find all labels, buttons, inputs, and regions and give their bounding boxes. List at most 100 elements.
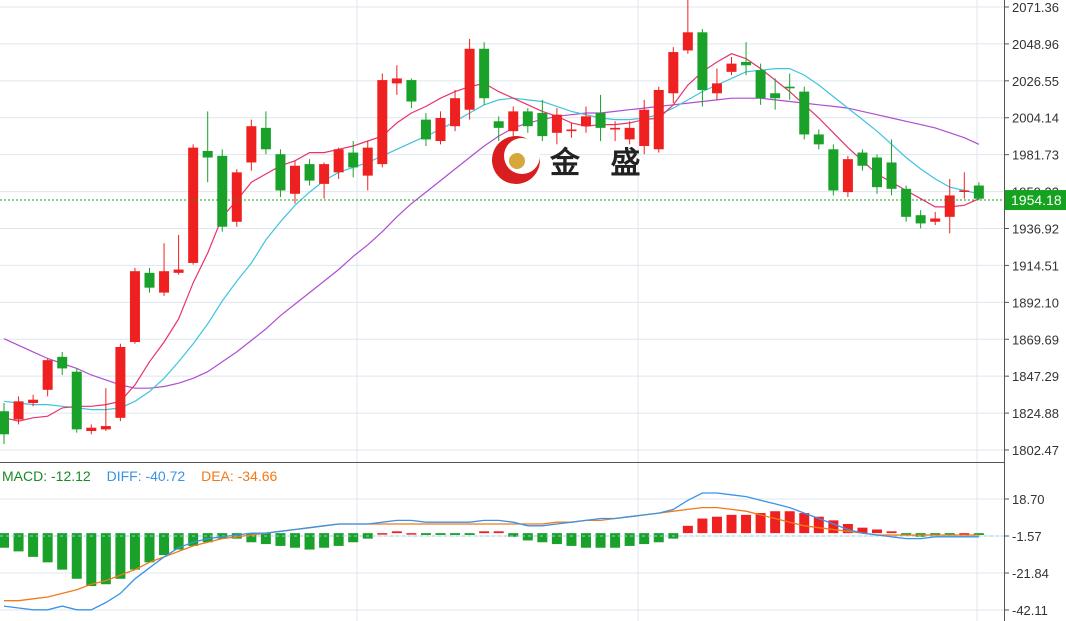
macd-bar [377,533,388,535]
candle-body [508,111,519,132]
macd-bar [682,525,693,534]
candle-body [581,116,591,127]
macd-bar [319,533,330,548]
macd-tick-label: -1.57 [1012,529,1042,544]
macd-bar [930,533,941,535]
price-tick-label: 2071.36 [1012,0,1059,15]
price-tick-label: 1892.10 [1012,295,1059,310]
ma10-line [3,67,980,411]
dea-value-label: DEA: -34.66 [201,468,278,484]
candle-body [202,150,213,158]
macd-bar [551,533,562,545]
current-price-tag [1005,190,1066,211]
candle-body [71,371,82,430]
macd-bar [624,533,635,546]
price-tick-label: 2004.14 [1012,111,1059,126]
candle-body [290,165,300,194]
macd-bar [406,533,417,535]
macd-bar [610,533,621,548]
macd-bar [595,533,606,548]
macd-legend: MACD: -12.12 DIFF: -40.72 DEA: -34.66 [2,468,289,484]
candle-body [450,98,461,127]
candle-body [319,164,330,184]
price-tick-label: 1824.88 [1012,406,1059,421]
macd-bar [304,533,315,550]
diff-value-label: DIFF: -40.72 [106,468,186,484]
macd-bar [202,533,213,543]
macd-bar [420,533,431,535]
watermark: 金 盛 [490,132,650,188]
candle-body [930,218,941,222]
macd-bar [333,533,344,546]
candle-body [100,426,111,430]
macd-bar [71,533,82,579]
macd-bar [391,531,402,534]
macd-bar [741,514,752,534]
chart-grid [0,0,1005,621]
macd-bar [566,533,577,546]
candle-body [624,127,635,140]
candle-body [420,119,431,140]
candle-body [348,152,359,168]
price-axis: 2071.362048.962026.552004.141981.731959.… [1004,0,1059,458]
candle-body [333,149,344,173]
macd-bar [86,533,97,587]
candle-body [813,134,824,145]
macd-value-label: MACD: -12.12 [2,468,91,484]
watermark-text: 金 盛 [550,146,651,181]
candle-body [246,126,257,163]
candle-body [566,129,577,132]
macd-bar [799,513,810,534]
candle-body [435,117,446,142]
macd-bar [872,529,882,534]
macd-bar [886,531,897,534]
candle-body [275,154,286,191]
macd-bar [973,533,984,535]
macd-bar [842,524,853,534]
macd-bar [479,531,490,534]
candle-body [115,346,126,418]
candle-body [668,52,679,94]
candle-body [653,89,664,150]
price-tick-label: 1914.51 [1012,258,1059,273]
candle-body [755,70,766,99]
candle-body [231,172,242,222]
macd-bar [260,533,271,545]
candle-body [0,411,9,435]
macd-bar [901,533,912,535]
macd-axis: 18.70 -1.57 -21.84 -42.11 [1004,492,1049,618]
candle-body [42,360,53,390]
candle-body [697,32,708,90]
macd-bar [275,533,286,546]
candle-body [493,121,504,128]
candle-body [406,80,417,102]
macd-bar [959,533,970,535]
macd-bar [828,520,839,534]
macd-histogram [0,511,1004,587]
macd-bar [246,533,257,543]
macd-bar [435,533,446,535]
macd-tick-label: 18.70 [1012,492,1045,507]
candle-body [304,164,315,181]
macd-bar [493,531,504,534]
price-tick-label: 1981.73 [1012,148,1059,163]
macd-bar [290,533,300,548]
candle-body [464,48,475,110]
candle-body [770,93,781,99]
price-tick-label: 2048.96 [1012,37,1059,52]
ma5-line [3,53,980,422]
price-tick-label: 1869.69 [1012,332,1059,347]
candle-body [57,356,68,369]
candle-body [537,113,548,137]
macd-bar [348,533,359,543]
macd-bar [42,533,53,563]
macd-tick-label: -42.11 [1012,603,1048,618]
candle-body [610,127,621,130]
candle-body [479,48,490,99]
candle-body [173,269,184,273]
price-tick-label: 2026.55 [1012,74,1059,89]
macd-bar [537,533,548,543]
macd-bar [28,533,39,557]
candle-body [857,152,868,166]
